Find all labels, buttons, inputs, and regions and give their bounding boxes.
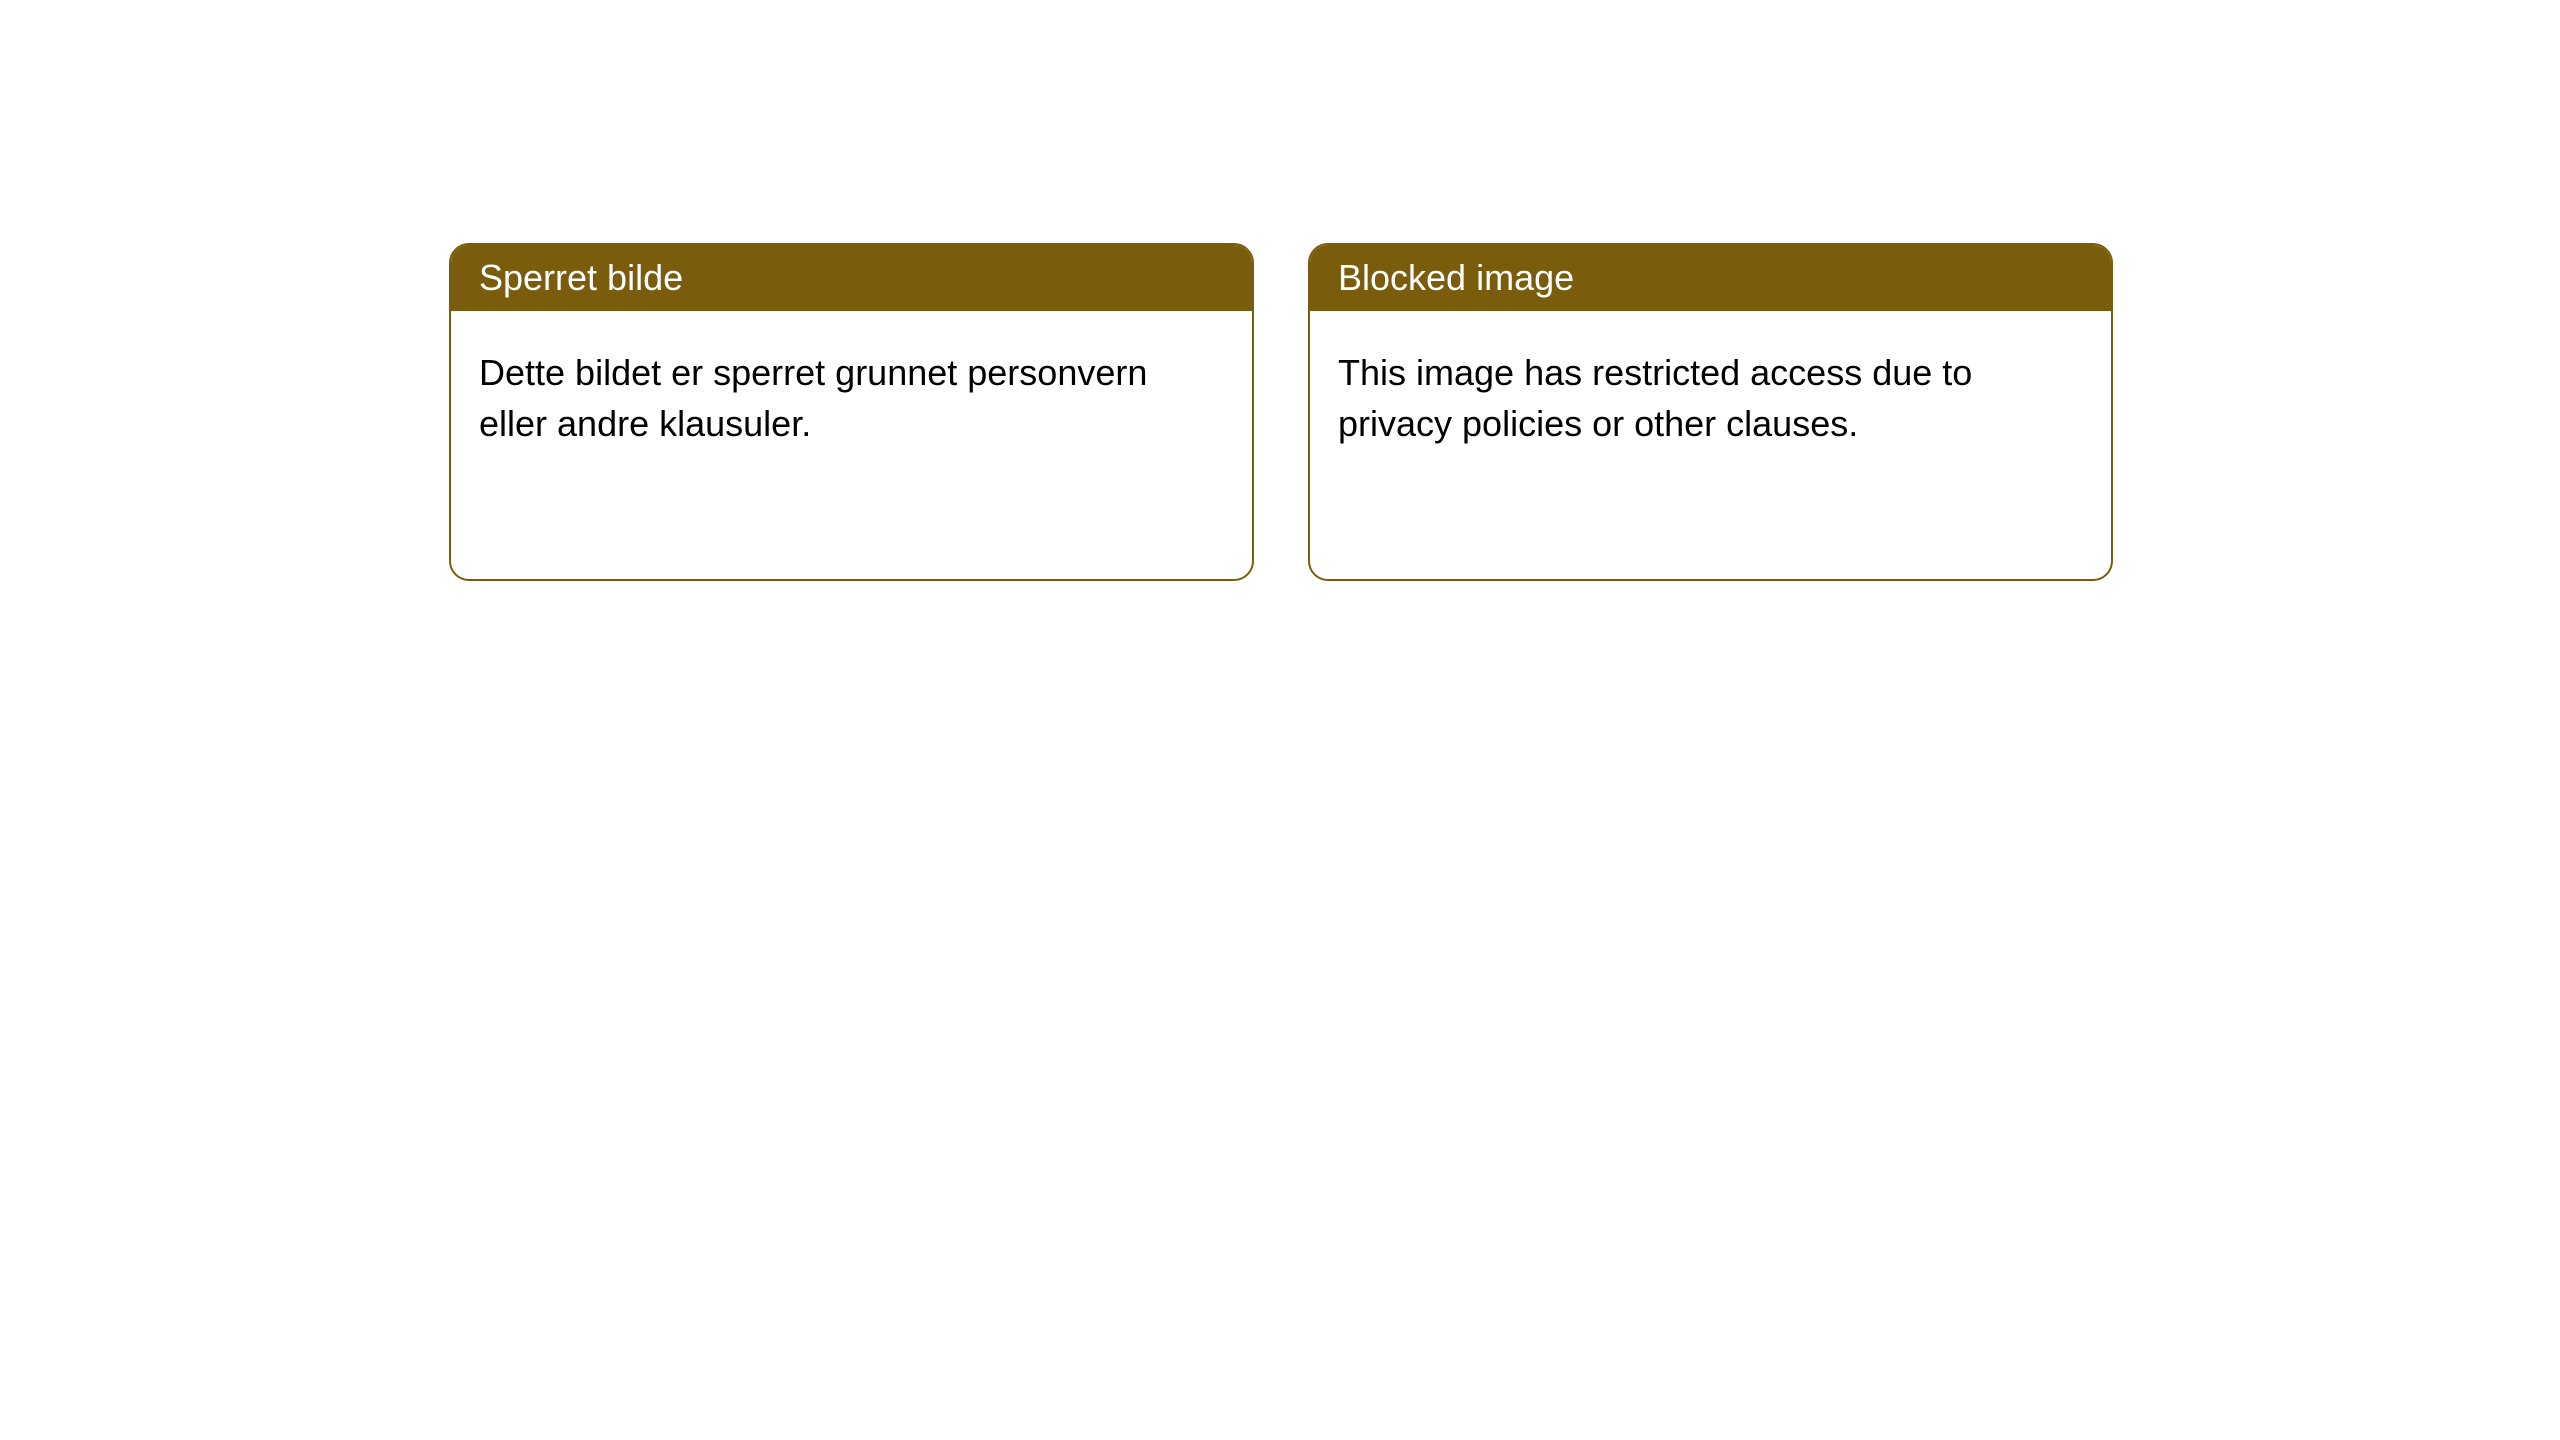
card-title: Sperret bilde (451, 245, 1252, 311)
card-body-text: Dette bildet er sperret grunnet personve… (451, 311, 1252, 485)
notice-container: Sperret bilde Dette bildet er sperret gr… (449, 243, 2113, 581)
notice-card-norwegian: Sperret bilde Dette bildet er sperret gr… (449, 243, 1254, 581)
card-body-text: This image has restricted access due to … (1310, 311, 2111, 485)
notice-card-english: Blocked image This image has restricted … (1308, 243, 2113, 581)
card-title: Blocked image (1310, 245, 2111, 311)
